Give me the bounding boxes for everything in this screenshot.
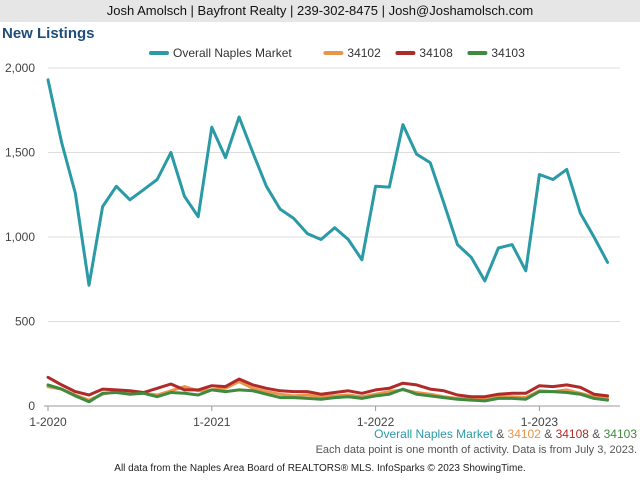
legend-label: 34103 — [491, 46, 525, 60]
footer-source: All data from the Naples Area Board of R… — [114, 463, 526, 474]
legend-label: Overall Naples Market — [173, 46, 292, 60]
legend-label: 34102 — [347, 46, 381, 60]
legend-label: 34108 — [419, 46, 453, 60]
y-tick-label: 500 — [15, 315, 35, 329]
x-tick-label: 1-2020 — [29, 415, 67, 429]
y-tick-label: 2,000 — [5, 61, 35, 75]
y-tick-label: 0 — [28, 399, 35, 413]
x-tick-label: 1-2021 — [193, 415, 231, 429]
x-tick-label: 1-2022 — [357, 415, 395, 429]
series-caption-part: & — [540, 427, 556, 441]
header-contact-bar: Josh Amolsch | Bayfront Realty | 239-302… — [0, 0, 640, 22]
page-title: New Listings — [2, 25, 95, 42]
series-caption-part: & — [588, 427, 604, 441]
series-caption-part: & — [492, 427, 508, 441]
data-note: Each data point is one month of activity… — [315, 444, 637, 456]
x-tick-label: 1-2023 — [521, 415, 559, 429]
series-line-34103 — [46, 383, 610, 404]
series-line-overall-naples-market — [46, 78, 610, 287]
series-caption-part: 34103 — [603, 427, 637, 441]
series-caption-part: 34108 — [555, 427, 589, 441]
header-contact-text: Josh Amolsch | Bayfront Realty | 239-302… — [106, 3, 534, 18]
y-tick-label: 1,000 — [5, 230, 35, 244]
series-caption-part: 34102 — [507, 427, 541, 441]
series-caption-part: Overall Naples Market — [374, 427, 493, 441]
series-caption: Overall Naples Market & 34102 & 34108 & … — [374, 427, 637, 441]
y-tick-label: 1,500 — [5, 146, 35, 160]
